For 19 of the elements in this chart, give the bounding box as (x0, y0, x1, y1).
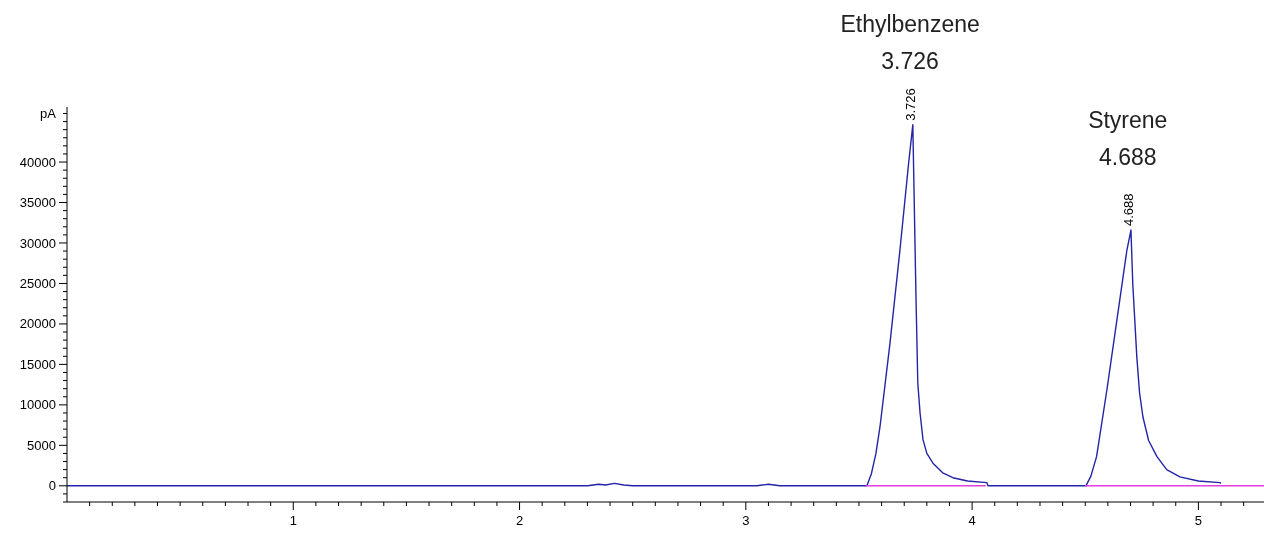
y-tick-label: 40000 (19, 154, 56, 170)
y-tick-label: 5000 (27, 437, 56, 453)
x-tick-label: 1 (289, 513, 297, 528)
x-tick-label: 4 (968, 513, 976, 528)
annotation: 3.726 (903, 88, 919, 121)
y-axis-title: pA (40, 106, 57, 121)
y-tick-label: 25000 (19, 276, 56, 291)
x-tick-label: 2 (515, 513, 524, 528)
y-tick-label: 15000 (19, 356, 56, 372)
annotation: 4.688 (1120, 193, 1136, 227)
annotation: Styrene 4.688 (1088, 107, 1168, 171)
y-tick-label: 30000 (19, 235, 56, 251)
y-tick-label: 35000 (19, 195, 56, 211)
text: Ethylbenzene 3.726 (840, 11, 980, 75)
x-tick-label: 5 (1194, 513, 1202, 528)
y-tick-label: 20000 (19, 316, 56, 332)
x-tick-label: 3 (742, 513, 750, 528)
y-tick-label: 10000 (19, 397, 56, 413)
y-tick-label: 0 (48, 478, 56, 494)
